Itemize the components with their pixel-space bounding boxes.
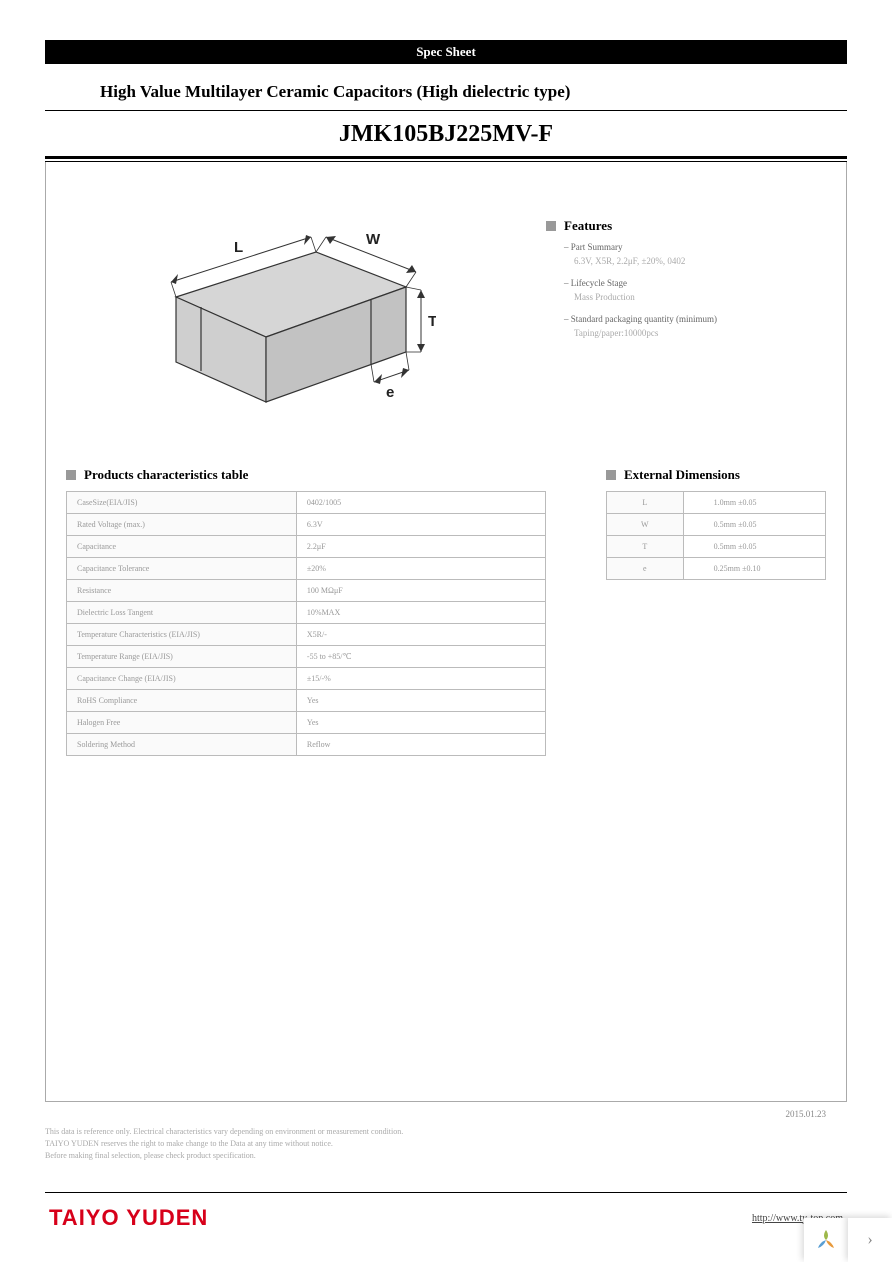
feature-label: – Lifecycle Stage: [564, 278, 826, 288]
char-param: Capacitance Tolerance: [67, 558, 297, 580]
next-page-button[interactable]: ›: [848, 1218, 892, 1262]
bullet-square-icon: [546, 221, 556, 231]
characteristics-title: Products characteristics table: [84, 467, 248, 483]
char-param: CaseSize(EIA/JIS): [67, 492, 297, 514]
table-row: Dielectric Loss Tangent10%MAX: [67, 602, 546, 624]
char-value: Reflow: [296, 734, 545, 756]
char-param: Dielectric Loss Tangent: [67, 602, 297, 624]
document-subtitle: High Value Multilayer Ceramic Capacitors…: [100, 82, 847, 102]
feature-label: – Part Summary: [564, 242, 826, 252]
table-row: Resistance100 MΩμF: [67, 580, 546, 602]
spec-sheet-bar: Spec Sheet: [45, 40, 847, 64]
table-row: W0.5mm ±0.05: [607, 514, 826, 536]
chevron-right-icon: ›: [867, 1231, 872, 1249]
char-param: Capacitance Change (EIA/JIS): [67, 668, 297, 690]
char-param: Resistance: [67, 580, 297, 602]
corner-nav: ›: [804, 1218, 892, 1262]
table-row: Halogen FreeYes: [67, 712, 546, 734]
disclaimer-text: This data is reference only. Electrical …: [45, 1126, 847, 1162]
char-value: 0402/1005: [296, 492, 545, 514]
char-value: 100 MΩμF: [296, 580, 545, 602]
table-row: Capacitance2.2μF: [67, 536, 546, 558]
disclaimer-line: This data is reference only. Electrical …: [45, 1126, 847, 1138]
table-row: T0.5mm ±0.05: [607, 536, 826, 558]
bullet-square-icon: [66, 470, 76, 480]
char-value: Yes: [296, 712, 545, 734]
dim-label-w: W: [366, 231, 381, 248]
char-param: Soldering Method: [67, 734, 297, 756]
char-value: 6.3V: [296, 514, 545, 536]
char-value: ±20%: [296, 558, 545, 580]
table-row: L1.0mm ±0.05: [607, 492, 826, 514]
revision-date: 2015.01.23: [786, 1109, 827, 1119]
dim-symbol: T: [607, 536, 684, 558]
table-row: Temperature Characteristics (EIA/JIS)X5R…: [67, 624, 546, 646]
char-param: RoHS Compliance: [67, 690, 297, 712]
table-row: Capacitance Tolerance±20%: [67, 558, 546, 580]
table-row: RoHS ComplianceYes: [67, 690, 546, 712]
dimensions-title: External Dimensions: [624, 467, 740, 483]
table-row: e0.25mm ±0.10: [607, 558, 826, 580]
features-list: – Part Summary 6.3V, X5R, 2.2μF, ±20%, 04…: [546, 242, 826, 338]
bullet-square-icon: [606, 470, 616, 480]
corner-logo-icon[interactable]: [804, 1218, 848, 1262]
table-row: CaseSize(EIA/JIS)0402/1005: [67, 492, 546, 514]
dim-symbol: W: [607, 514, 684, 536]
table-row: Soldering MethodReflow: [67, 734, 546, 756]
feature-value: Mass Production: [574, 292, 826, 302]
dim-symbol: e: [607, 558, 684, 580]
dim-symbol: L: [607, 492, 684, 514]
characteristics-table: CaseSize(EIA/JIS)0402/1005Rated Voltage …: [66, 491, 546, 756]
table-row: Capacitance Change (EIA/JIS)±15/-%: [67, 668, 546, 690]
divider: [45, 110, 847, 111]
divider-thick: [45, 156, 847, 159]
dim-label-e: e: [386, 384, 394, 401]
feature-label: – Standard packaging quantity (minimum): [564, 314, 826, 324]
footer-divider: [45, 1192, 847, 1193]
dimensions-table: L1.0mm ±0.05W0.5mm ±0.05T0.5mm ±0.05e0.2…: [606, 491, 826, 580]
char-param: Halogen Free: [67, 712, 297, 734]
content-frame: L W T: [45, 162, 847, 1102]
dim-label-t: T: [428, 313, 436, 330]
char-param: Capacitance: [67, 536, 297, 558]
char-value: Yes: [296, 690, 545, 712]
dim-label-l: L: [234, 239, 243, 256]
brand-logo-text: TAIYO YUDEN: [49, 1205, 208, 1231]
dimension-diagram: L W T: [66, 192, 466, 437]
feature-value: Taping/paper:10000pcs: [574, 328, 826, 338]
char-value: 2.2μF: [296, 536, 545, 558]
features-title: Features: [564, 218, 612, 234]
table-row: Temperature Range (EIA/JIS)-55 to +85/℃: [67, 646, 546, 668]
char-param: Temperature Characteristics (EIA/JIS): [67, 624, 297, 646]
dim-value: 0.25mm ±0.10: [683, 558, 825, 580]
char-value: ±15/-%: [296, 668, 545, 690]
char-param: Rated Voltage (max.): [67, 514, 297, 536]
char-value: 10%MAX: [296, 602, 545, 624]
dim-value: 0.5mm ±0.05: [683, 514, 825, 536]
char-value: X5R/-: [296, 624, 545, 646]
disclaimer-line: Before making final selection, please ch…: [45, 1150, 847, 1162]
char-param: Temperature Range (EIA/JIS): [67, 646, 297, 668]
feature-value: 6.3V, X5R, 2.2μF, ±20%, 0402: [574, 256, 826, 266]
disclaimer-line: TAIYO YUDEN reserves the right to make c…: [45, 1138, 847, 1150]
table-row: Rated Voltage (max.)6.3V: [67, 514, 546, 536]
dim-value: 0.5mm ±0.05: [683, 536, 825, 558]
part-number: JMK105BJ225MV-F: [45, 121, 847, 148]
dim-value: 1.0mm ±0.05: [683, 492, 825, 514]
char-value: -55 to +85/℃: [296, 646, 545, 668]
